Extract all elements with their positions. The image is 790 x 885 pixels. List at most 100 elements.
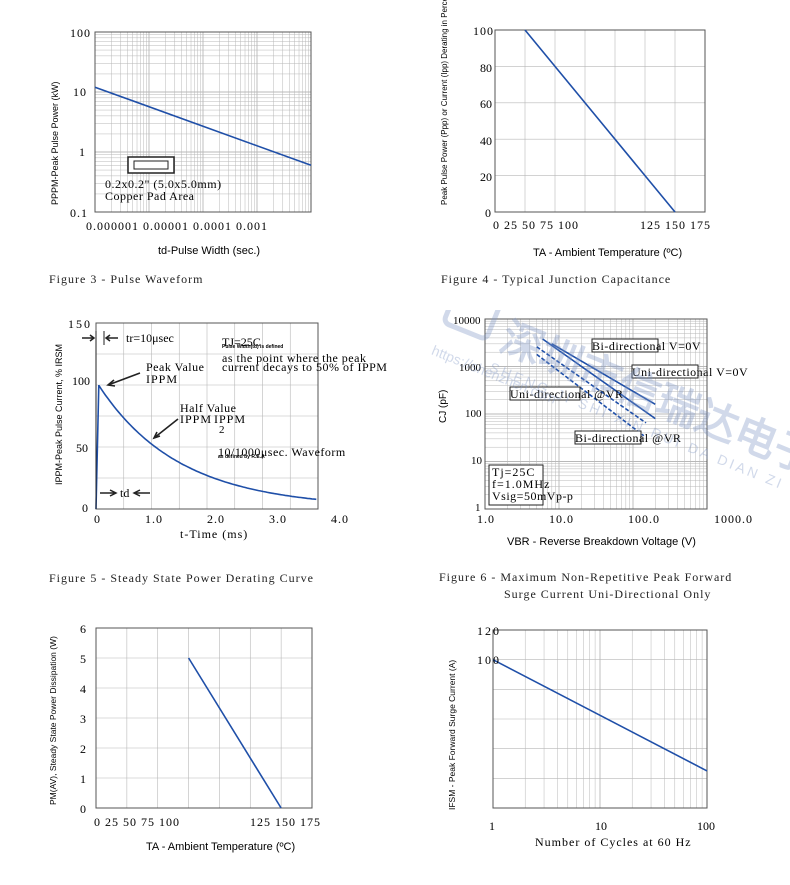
legend-text: f=1.0MHz [492,477,550,491]
y-tick-label: 2 [80,742,86,756]
pulse-waveform-chart: 150 100 50 0 0 1.0 2.0 3.0 4.0 t-Time (m… [54,317,387,541]
grid [493,630,707,808]
y-tick-label: 40 [480,134,492,148]
plot-frame [94,31,312,213]
x-tick-labels: 125 150 175 [640,218,711,232]
x-tick-label: 100 [697,819,715,833]
annotation-half: Half Value [180,401,236,415]
figure-caption: Surge Current Uni-Directional Only [504,587,712,601]
steady-state-power-chart: 6 5 4 3 2 1 0 0 25 50 75 100 125 150 175… [48,622,321,853]
y-tick-label: 100 [465,408,482,420]
annotation-half: 2 [219,424,225,436]
grid [95,32,311,212]
series-marks [492,658,708,772]
capacitance-curve [551,343,656,405]
surge-line [492,658,708,772]
capacitance-curve [536,353,645,437]
annotation-half: IPPM [180,412,212,426]
series-marks [524,29,676,213]
legend-box [488,464,544,506]
annotation-half: IPPM [214,412,246,426]
y-tick-label: 5 [80,652,86,666]
annotation-note: current decays to 50% of IPPM [222,360,387,374]
y-axis-label: Peak Pulse Power (Ppp) or Current (Ipp) … [440,0,449,205]
x-tick-label: 1 [489,819,495,833]
annotation: 0.2x0.2" (5.0x5.0mm) [105,177,222,191]
y-tick-label: 0.1 [70,206,88,220]
x-tick-labels: 1.0 10.0 100.0 1000.0 [477,512,753,526]
series-label: Bi-directional V=0V [592,339,701,353]
annotation-td: td [120,486,129,500]
y-tick-label: 150 [68,317,92,331]
power-curve [94,86,312,167]
capacitance-curve [536,346,647,424]
series-label-box [631,364,699,379]
y-tick-label: 3 [80,712,86,726]
derating-chart: 100 80 60 40 20 0 0 25 50 75 100 125 150… [440,0,711,259]
y-tick-label: 10 [73,85,87,99]
x-tick-labels: 0 25 50 75 100 [493,218,579,232]
x-tick-labels: 0 1.0 2.0 3.0 4.0 [94,512,349,526]
legend-text: Vsig=50mVp-p [492,489,573,503]
derating-line [524,29,676,213]
plot-frame [494,29,706,213]
series-label-box [591,338,659,353]
y-tick-label: 100 [477,653,501,667]
figure-caption: Figure 4 - Typical Junction Capacitance [441,272,672,286]
copper-pad-icon [127,156,175,174]
x-tick-labels: 0.000001 0.00001 0.0001 0.001 [86,219,268,233]
series-marks [187,657,282,809]
y-tick-label: 1000 [459,362,482,374]
x-axis-label: td-Pulse Width (sec.) [158,245,260,257]
x-tick-label: 10 [595,819,607,833]
grid [96,323,318,509]
series-label: Bi-directional @VR [575,431,681,445]
annotation-note: as the point where the peak [222,351,366,365]
annotation-tr: tr=10μsec [126,331,174,345]
x-tick-labels: 125 150 175 [250,815,321,829]
arrow-icon [152,418,179,440]
annotation-peak: IPPM [146,372,178,386]
y-tick-label: 50 [76,441,88,455]
y-tick-label: 0 [80,802,86,816]
x-axis-label: Number of Cycles at 60 Hz [535,835,692,849]
y-tick-label: 60 [480,97,492,111]
arrow-icon [106,372,141,387]
y-tick-label: 10000 [453,315,481,327]
annotation-wave: 10/1000μsec. Waveform [218,445,346,459]
y-tick-label: 100 [70,26,91,40]
y-tick-label: 80 [480,61,492,75]
y-tick-label: 100 [72,374,90,388]
y-tick-label: 1 [80,772,86,786]
surge-current-chart: 120 100 1 10 100 Number of Cycles at 60 … [447,624,715,849]
figure-caption: Figure 5 - Steady State Power Derating C… [49,571,314,585]
y-tick-label: 10 [471,455,483,467]
x-axis-label: t-Time (ms) [180,527,248,541]
grid [96,628,312,808]
x-axis-label: TA - Ambient Temperature (ºC) [533,247,682,259]
arrow-right-icon [82,334,96,342]
copper-pad-inner-icon [133,160,169,170]
arrow-right-icon [100,489,118,497]
series-marks [95,337,317,510]
y-axis-label: PPPM-Peak Pulse Power (kW) [50,81,60,205]
y-tick-label: 0 [82,501,88,515]
grid [495,30,705,212]
power-derating-line [187,657,282,809]
y-axis-label: PM(AV), Steady State Power Dissipation (… [48,636,58,805]
annotation-peak: Peak Value [146,360,204,374]
y-tick-label: 120 [477,624,501,638]
capacitance-curve [542,338,656,420]
arrow-left-icon [104,334,118,342]
y-tick-label: 100 [473,24,494,38]
x-axis-label: TA - Ambient Temperature (ºC) [146,841,295,853]
capacitance-chart: 10000 1000 100 10 1 1.0 10.0 100.0 1000.… [438,315,753,548]
pulse-power-chart: 100 10 1 0.1 0.000001 0.00001 0.0001 0.0… [50,26,312,257]
y-axis-label: CJ (pF) [438,390,449,423]
plot-frame [492,629,708,809]
x-axis-label: VBR - Reverse Breakdown Voltage (V) [507,536,696,548]
plot-frame [484,318,708,510]
figure-caption: Figure 6 - Maximum Non-Repetitive Peak F… [439,570,733,584]
y-tick-label: 0 [485,206,491,220]
x-tick-labels: 0 25 50 75 100 [94,815,180,829]
